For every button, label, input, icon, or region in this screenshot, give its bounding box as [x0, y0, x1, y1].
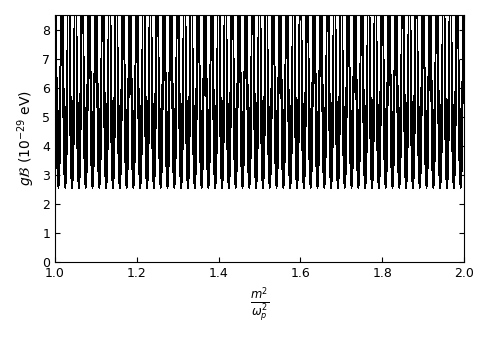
Y-axis label: $g\mathcal{B}$ $(10^{-29}$ eV): $g\mathcal{B}$ $(10^{-29}$ eV) [15, 91, 37, 186]
X-axis label: $\frac{m^2}{\omega_p^2}$: $\frac{m^2}{\omega_p^2}$ [249, 285, 269, 324]
